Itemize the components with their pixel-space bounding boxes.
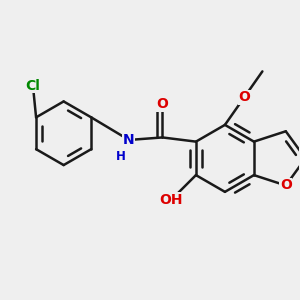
Text: N: N [123,133,135,147]
Text: O: O [280,178,292,193]
Text: O: O [238,90,250,104]
Text: H: H [116,150,125,163]
Text: OH: OH [159,193,183,207]
Text: O: O [157,97,168,111]
Text: Cl: Cl [26,79,40,93]
